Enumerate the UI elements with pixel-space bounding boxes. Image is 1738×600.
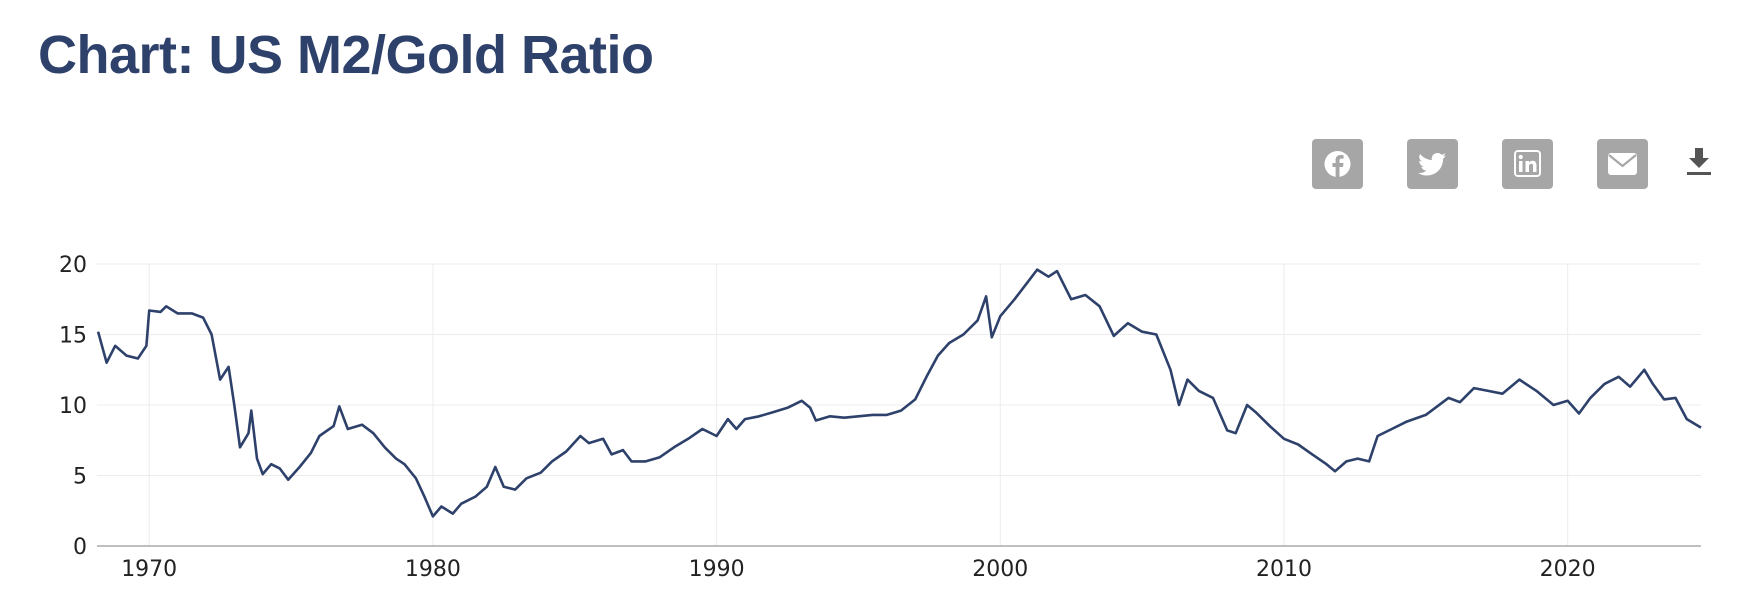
x-tick-label: 1990 <box>689 557 745 582</box>
y-tick-label: 0 <box>73 535 87 560</box>
share-twitter[interactable] <box>1407 139 1458 189</box>
y-tick-label: 15 <box>59 324 87 349</box>
twitter-icon <box>1418 153 1446 176</box>
x-tick-label: 1980 <box>405 557 461 582</box>
email-icon <box>1608 153 1637 175</box>
page-title: Chart: US M2/Gold Ratio <box>38 25 654 85</box>
facebook-icon <box>1324 151 1351 177</box>
x-tick-label: 2000 <box>972 557 1028 582</box>
share-linkedin[interactable] <box>1502 139 1553 189</box>
download-button[interactable] <box>1684 146 1714 176</box>
y-tick-label: 20 <box>59 253 87 278</box>
y-tick-label: 5 <box>73 465 87 490</box>
share-email[interactable] <box>1597 139 1648 189</box>
x-tick-label: 2010 <box>1256 557 1312 582</box>
y-tick-label: 10 <box>59 394 87 419</box>
data-line <box>96 268 1702 518</box>
x-tick-label: 1970 <box>121 557 177 582</box>
linkedin-icon <box>1514 150 1541 177</box>
share-facebook[interactable] <box>1312 139 1363 189</box>
x-tick-label: 2020 <box>1540 557 1596 582</box>
